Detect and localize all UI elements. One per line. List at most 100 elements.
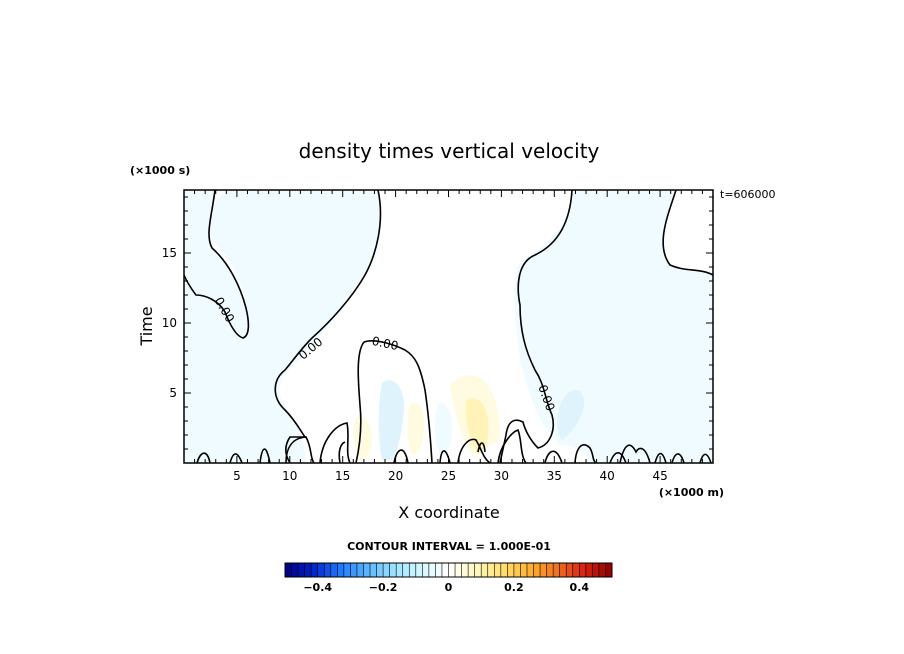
colorbar-swatch	[585, 563, 593, 577]
colorbar-swatch	[487, 563, 495, 577]
colorbar-frame	[284, 562, 613, 578]
x-tick-label: 30	[494, 469, 509, 483]
colorbar-swatch	[448, 563, 456, 577]
x-tick-label: 40	[600, 469, 615, 483]
zero-contour-line	[619, 444, 651, 464]
colorbar-swatch	[370, 563, 377, 577]
shaded-region	[353, 416, 372, 460]
y-tick-label: 10	[162, 316, 177, 330]
colorbar-swatch	[311, 563, 318, 577]
colorbar-tick-label: 0.2	[504, 581, 524, 594]
shaded-regions	[184, 190, 713, 463]
colorbar-swatch	[324, 563, 332, 577]
colorbar-swatch	[317, 563, 325, 577]
zero-contour-line	[671, 453, 685, 464]
colorbar-swatch	[389, 563, 397, 577]
colorbar-swatch	[350, 563, 358, 577]
colorbar-swatch	[435, 563, 443, 577]
colorbar-swatch	[415, 563, 423, 577]
zero-contour-line	[477, 442, 486, 453]
colorbar-swatch	[363, 563, 371, 577]
contour-interval-label: CONTOUR INTERVAL = 1.000E-01	[347, 540, 551, 553]
colorbar-swatch	[376, 563, 384, 577]
shaded-region	[434, 402, 452, 455]
colorbar-swatch	[422, 563, 430, 577]
colorbar-swatch	[533, 563, 541, 577]
zero-contour-line	[183, 189, 250, 339]
zero-contour-line	[499, 189, 573, 464]
colorbar-swatch	[356, 563, 364, 577]
zero-contour-line	[609, 452, 627, 464]
x-tick-label: 15	[335, 469, 350, 483]
shaded-region	[514, 190, 713, 463]
colorbar-swatch	[343, 563, 351, 577]
zero-contour-line	[662, 189, 714, 276]
x-tick-label: 10	[282, 469, 297, 483]
colorbar-swatch	[605, 563, 613, 577]
zero-contour-line	[259, 448, 271, 464]
x-tick-label: 20	[388, 469, 403, 483]
x-scale-label: (×1000 m)	[659, 486, 724, 499]
zero-contour-line	[363, 340, 433, 464]
colorbar-swatch	[566, 563, 574, 577]
x-tick-label: 5	[233, 469, 241, 483]
colorbar-swatch	[474, 563, 482, 577]
colorbar-swatch	[579, 563, 587, 577]
colorbar-swatch	[513, 563, 521, 577]
shaded-region	[407, 402, 425, 455]
colorbar-swatch	[298, 563, 305, 577]
colorbar-swatch	[526, 563, 534, 577]
colorbar-swatch	[559, 563, 567, 577]
colorbar-swatch	[441, 563, 449, 577]
zero-contour-line	[699, 453, 712, 464]
colorbar-swatch	[540, 563, 547, 577]
colorbar-tick-label: −0.2	[369, 581, 398, 594]
zero-contour-line	[229, 453, 243, 464]
colorbar-swatch	[428, 563, 436, 577]
colorbar-swatch	[337, 563, 345, 577]
colorbar-swatch	[572, 563, 580, 577]
x-ticks: 5 10 15 20 25 30 35 40 45	[194, 190, 703, 483]
colorbar-swatch	[520, 563, 528, 577]
contour-label: 0.00	[371, 334, 400, 353]
colorbar-swatch	[546, 563, 554, 577]
colorbar-tick-label: 0.4	[570, 581, 590, 594]
shaded-region	[557, 390, 585, 440]
colorbar-swatch	[330, 563, 338, 577]
colorbar-swatch	[396, 563, 404, 577]
zero-contour-line	[319, 422, 351, 464]
colorbar-tick-label: −0.4	[303, 581, 332, 594]
shaded-region	[378, 380, 405, 460]
shaded-region	[184, 190, 381, 463]
zero-contour-line	[544, 450, 563, 464]
colorbar-swatch	[291, 563, 299, 577]
colorbar-swatch	[494, 563, 502, 577]
colorbar-swatch	[598, 563, 606, 577]
y-axis-label: Time	[137, 306, 156, 346]
x-tick-label: 45	[652, 469, 667, 483]
shaded-region	[184, 190, 249, 338]
y-ticks: 5 10 15	[162, 196, 713, 450]
colorbar-swatch	[455, 563, 462, 577]
colorbar-swatch	[507, 563, 515, 577]
x-axis-label: X coordinate	[398, 503, 499, 522]
x-tick-label: 35	[547, 469, 562, 483]
colorbar-swatch	[402, 563, 410, 577]
chart-title: density times vertical velocity	[299, 139, 600, 163]
colorbar-swatch	[461, 563, 469, 577]
colorbar-swatch	[592, 563, 600, 577]
zero-contour-line	[338, 441, 346, 464]
zero-contour-line	[654, 452, 667, 464]
colorbar-swatch	[481, 563, 489, 577]
colorbar-swatch	[285, 563, 292, 577]
zero-contour-line	[393, 449, 409, 464]
colorbar-swatch	[553, 563, 560, 577]
zero-contour-line	[457, 438, 491, 464]
zero-contour-line	[196, 452, 211, 464]
colorbar-swatch	[500, 563, 508, 577]
zero-contour-line	[285, 436, 315, 464]
colorbar-swatch	[383, 563, 390, 577]
colorbar: −0.4 −0.2 0 0.2 0.4	[284, 562, 613, 594]
